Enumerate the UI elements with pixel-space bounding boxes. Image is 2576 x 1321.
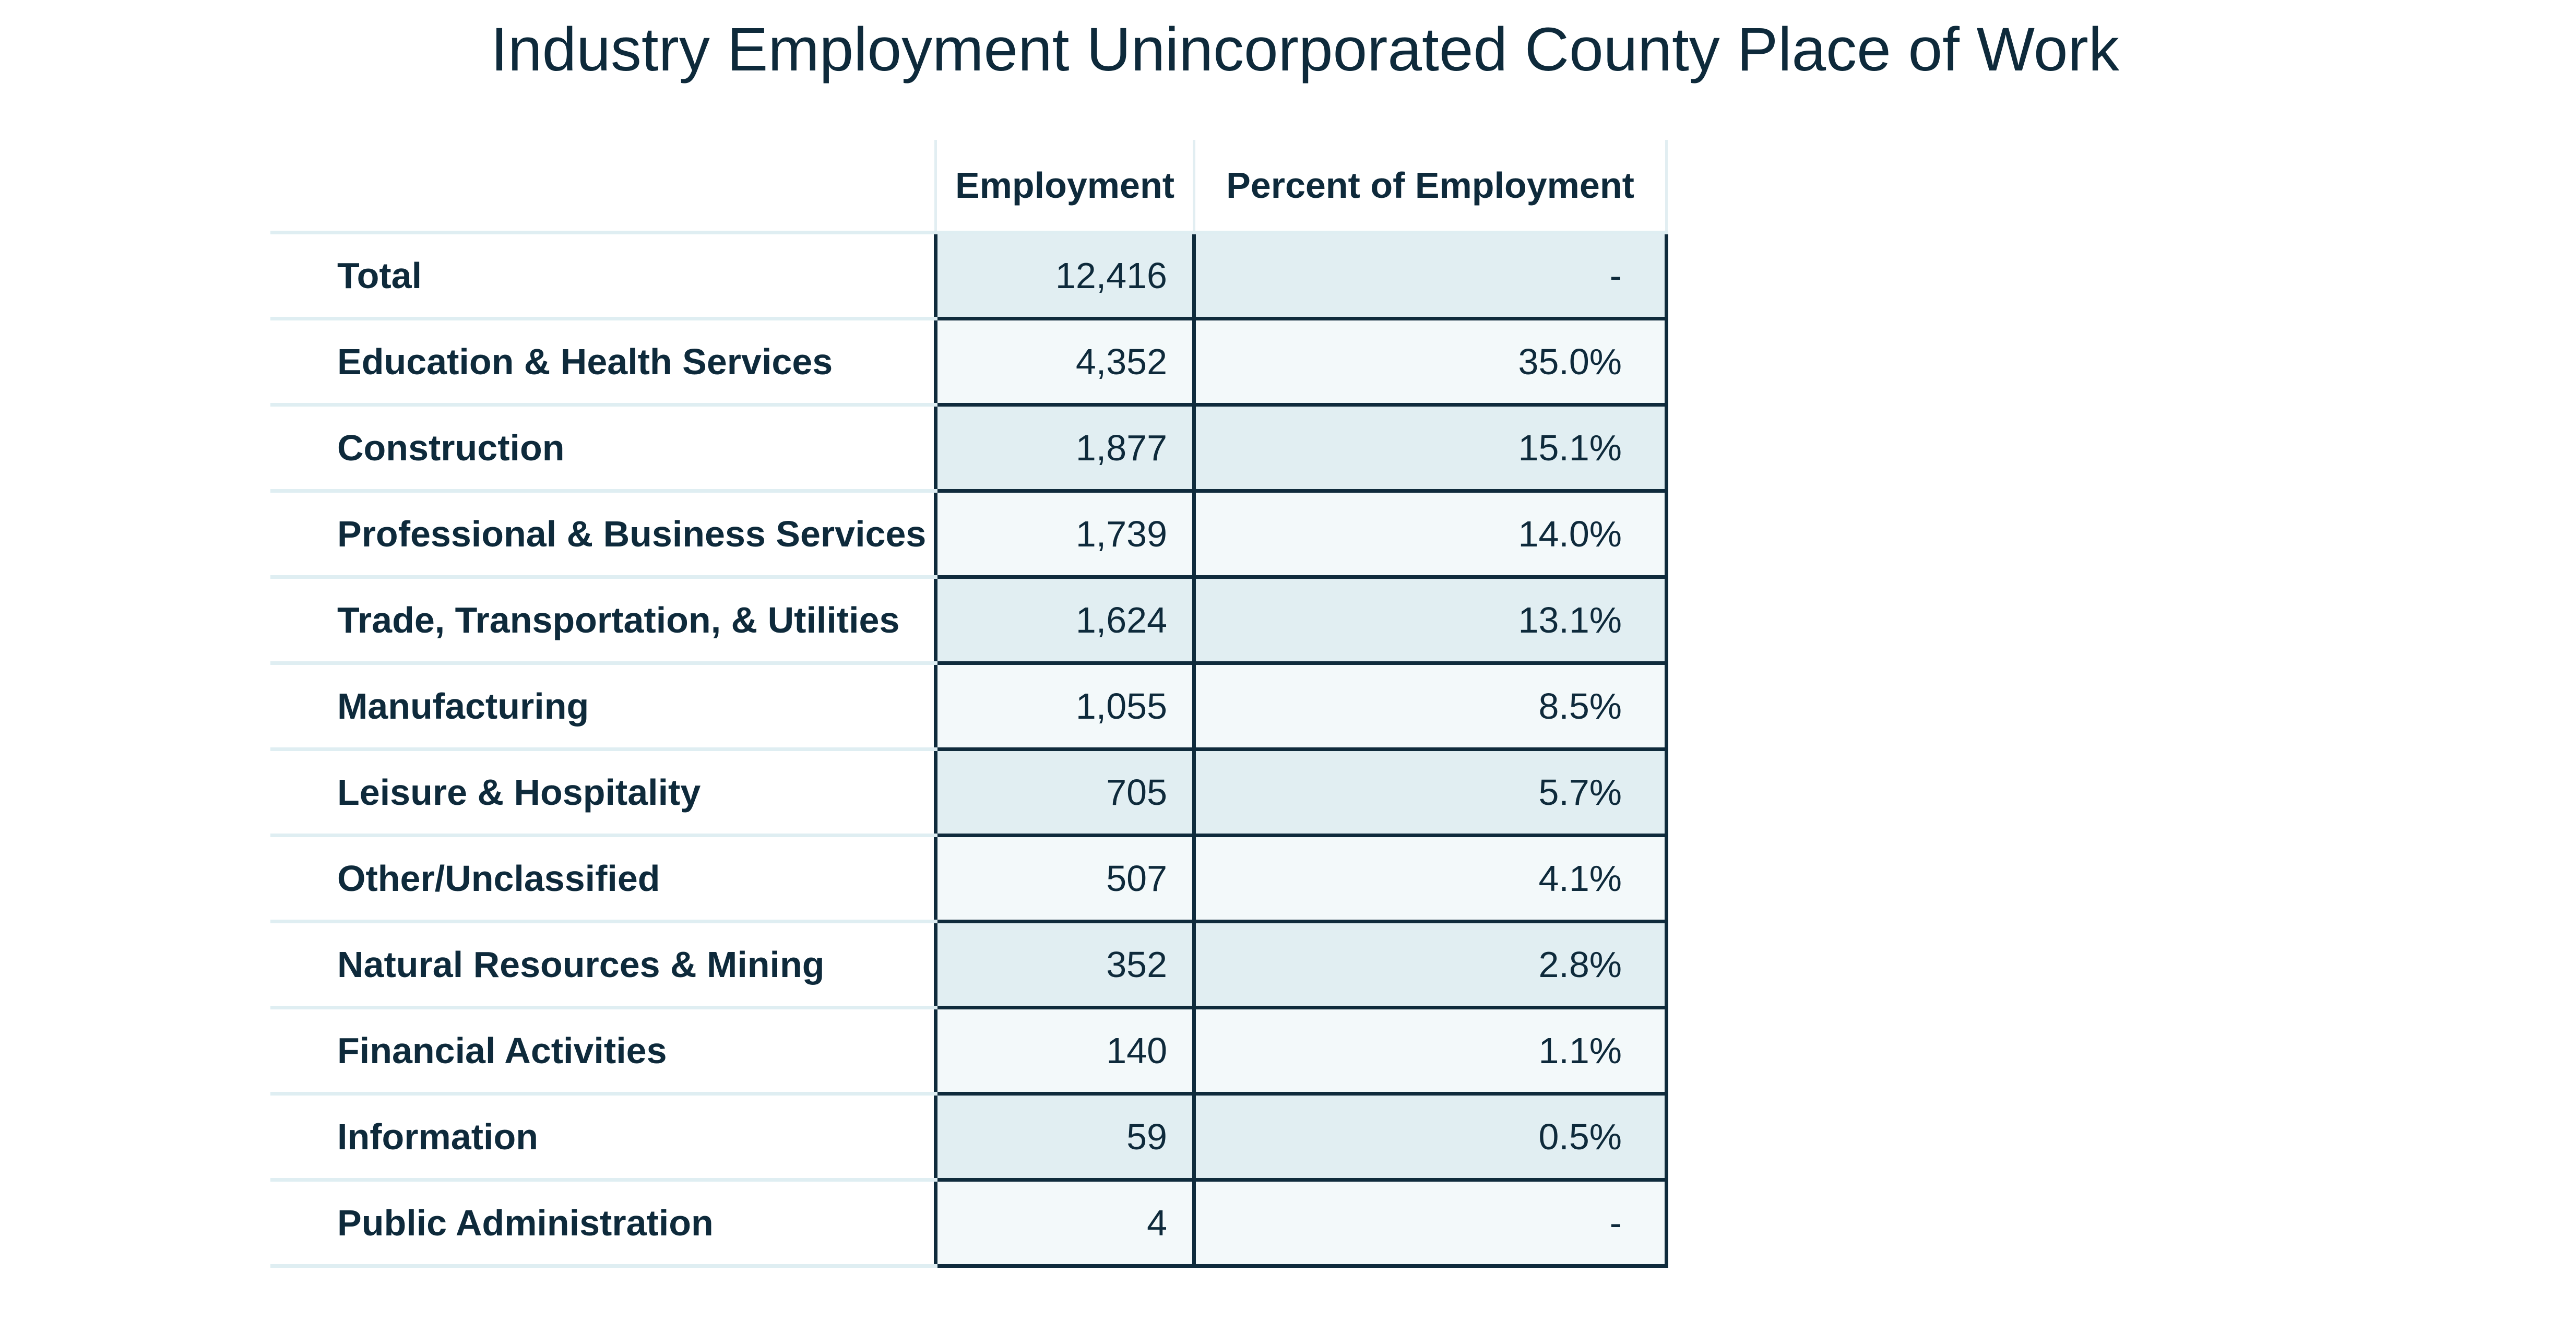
- percent-value: 14.0%: [1192, 489, 1668, 579]
- percent-value: 2.8%: [1192, 920, 1668, 1009]
- percent-value: 1.1%: [1192, 1006, 1668, 1096]
- percent-value: 35.0%: [1192, 317, 1668, 407]
- header-percent-of-employment: Percent of Employment: [1193, 140, 1668, 234]
- employment-table-container: Employment Percent of Employment Total 12…: [270, 140, 1668, 1268]
- industry-label: Information: [270, 1093, 936, 1182]
- header-row: Employment Percent of Employment: [270, 140, 1668, 234]
- percent-value: 5.7%: [1192, 747, 1668, 837]
- employment-value: 1,739: [934, 489, 1196, 579]
- header-blank-cell: [270, 140, 936, 234]
- industry-label: Natural Resources & Mining: [270, 921, 936, 1009]
- employment-value: 705: [934, 747, 1196, 837]
- employment-value: 1,624: [934, 575, 1196, 665]
- percent-value: 15.1%: [1192, 403, 1668, 493]
- table-row: Natural Resources & Mining 352 2.8%: [270, 920, 1668, 1009]
- percent-value: 0.5%: [1192, 1092, 1668, 1182]
- table-row: Manufacturing 1,055 8.5%: [270, 661, 1668, 751]
- percent-value: 13.1%: [1192, 575, 1668, 665]
- table-header: Employment Percent of Employment: [270, 140, 1668, 234]
- employment-table: Employment Percent of Employment Total 12…: [270, 140, 1668, 1268]
- employment-value: 507: [934, 834, 1196, 923]
- table-row: Other/Unclassified 507 4.1%: [270, 834, 1668, 923]
- industry-label: Manufacturing: [270, 663, 936, 751]
- table-row: Education & Health Services 4,352 35.0%: [270, 317, 1668, 407]
- employment-value: 4: [934, 1178, 1196, 1268]
- table-row: Total 12,416-: [270, 231, 1668, 320]
- table-row: Trade, Transportation, & Utilities 1,624 1…: [270, 575, 1668, 665]
- table-row: Public Administration 4-: [270, 1178, 1668, 1268]
- table-row: Financial Activities 140 1.1%: [270, 1006, 1668, 1096]
- table-row: Professional & Business Services 1,739 14.…: [270, 489, 1668, 579]
- industry-label: Professional & Business Services: [270, 491, 936, 579]
- table-row: Leisure & Hospitality 705 5.7%: [270, 747, 1668, 837]
- employment-value: 1,055: [934, 661, 1196, 751]
- industry-label: Financial Activities: [270, 1007, 936, 1096]
- industry-label: Education & Health Services: [270, 318, 936, 407]
- header-employment: Employment: [934, 140, 1194, 234]
- industry-label: Trade, Transportation, & Utilities: [270, 577, 936, 665]
- percent-value: -: [1192, 231, 1668, 320]
- industry-label: Construction: [270, 404, 936, 493]
- employment-value: 140: [934, 1006, 1196, 1096]
- employment-value: 352: [934, 920, 1196, 1009]
- percent-value: -: [1192, 1178, 1668, 1268]
- employment-value: 12,416: [934, 231, 1196, 320]
- chart-title: Industry Employment Unincorporated Count…: [491, 15, 2119, 84]
- table-row: Information 59 0.5%: [270, 1092, 1668, 1182]
- percent-value: 4.1%: [1192, 834, 1668, 923]
- industry-label: Leisure & Hospitality: [270, 749, 936, 837]
- industry-label: Total: [270, 232, 936, 320]
- table-body: Total 12,416- Education & Health Services 4…: [270, 231, 1668, 1268]
- employment-value: 59: [934, 1092, 1196, 1182]
- industry-label: Public Administration: [270, 1180, 936, 1268]
- employment-value: 4,352: [934, 317, 1196, 407]
- table-row: Construction 1,877 15.1%: [270, 403, 1668, 493]
- industry-label: Other/Unclassified: [270, 835, 936, 923]
- employment-value: 1,877: [934, 403, 1196, 493]
- percent-value: 8.5%: [1192, 661, 1668, 751]
